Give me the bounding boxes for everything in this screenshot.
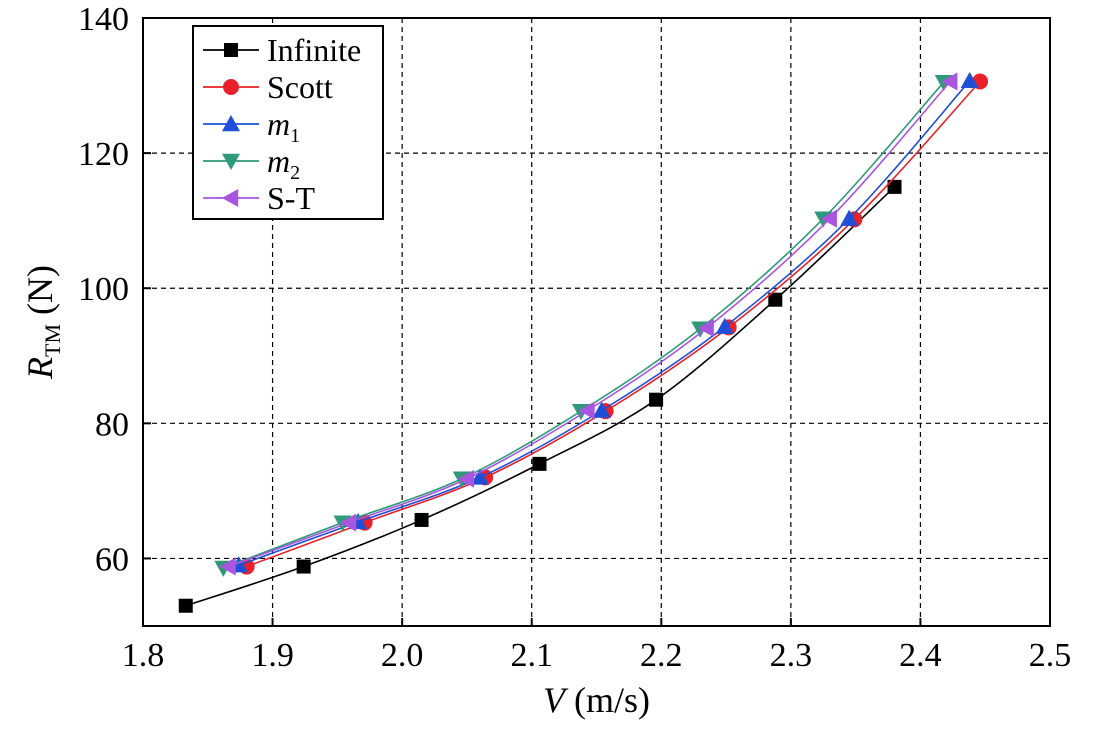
data-point-s-t (697, 319, 714, 338)
x-tick-label: 2.1 (510, 637, 553, 674)
data-point-m1 (470, 468, 489, 485)
x-axis-title: V (m/s) (543, 680, 650, 720)
legend-item-m1: m1 (203, 106, 300, 147)
legend-label-infinite: Infinite (267, 32, 361, 68)
data-point-infinite (768, 292, 783, 307)
x-tick-label: 1.8 (122, 637, 165, 674)
legend-marker-infinite (224, 43, 238, 57)
data-point-infinite (887, 179, 902, 194)
x-tick-label: 2.4 (899, 637, 942, 674)
data-point-s-t (820, 209, 837, 228)
legend-label-main: m (267, 106, 290, 142)
y-tick-label: 140 (78, 1, 129, 38)
data-point-m1 (840, 209, 859, 226)
data-point-infinite (532, 456, 547, 471)
legend-marker-m1 (222, 115, 240, 132)
legend-label-subscript: 1 (290, 125, 300, 147)
legend-label-s-t: S-T (267, 180, 315, 216)
data-point-infinite (296, 559, 311, 574)
legend-item-scott: Scott (203, 69, 333, 105)
data-point-m1 (592, 401, 611, 418)
legend-label-m1: m1 (267, 106, 300, 147)
legend-box (192, 25, 384, 220)
y-axis-title-symbol: R (20, 357, 60, 380)
legend-marker-scott (223, 79, 239, 95)
legend-label-main: m (267, 143, 290, 179)
data-point-m1 (960, 71, 979, 89)
legend-marker-s-t (222, 189, 239, 207)
legend-label-main: Scott (267, 69, 333, 105)
data-point-s-t (578, 401, 595, 420)
legend-label-scott: Scott (267, 69, 333, 105)
series-layer (178, 71, 989, 613)
x-tick-labels: 1.8 1.9 2.0 2.1 2.2 2.3 2.4 2.5 (122, 637, 1072, 674)
data-point-s-t (219, 557, 236, 576)
x-tick-label: 2.5 (1029, 637, 1072, 674)
data-point-infinite (414, 512, 429, 527)
y-tick-label: 80 (95, 406, 129, 443)
legend-item-m2: m2 (203, 143, 300, 184)
data-point-s-t (340, 513, 357, 532)
x-axis-title-unit: (m/s) (565, 680, 650, 720)
data-point-m1 (715, 317, 734, 334)
series-infinite (178, 179, 902, 613)
tick-layer (142, 17, 1051, 626)
legend-label-main: Infinite (267, 32, 361, 68)
data-point-infinite (649, 392, 664, 407)
x-tick-label: 2.2 (640, 637, 683, 674)
data-point-s-t (941, 72, 958, 91)
y-tick-labels: 60 80 100 120 140 (78, 1, 129, 578)
legend-item-infinite: Infinite (203, 32, 361, 68)
y-tick-label: 120 (78, 136, 129, 173)
x-tick-label: 2.3 (770, 637, 813, 674)
legend-marker-m2 (222, 153, 240, 170)
plot-frame (142, 17, 1051, 627)
y-axis-title: RTM (N) (20, 265, 65, 380)
data-point-s-t (457, 469, 475, 488)
y-tick-label: 60 (95, 541, 129, 578)
data-point-infinite (178, 598, 193, 613)
y-axis-title-unit: (N) (20, 265, 60, 324)
grid-layer (143, 18, 1050, 626)
y-tick-label: 100 (78, 271, 129, 308)
x-tick-label: 1.9 (251, 637, 294, 674)
series-s-t (219, 72, 958, 576)
legend-label-subscript: 2 (290, 162, 300, 184)
y-axis-title-subscript: TM (40, 324, 65, 357)
x-axis-title-symbol: V (543, 680, 569, 720)
legend-item-s-t: S-T (203, 180, 315, 216)
legend-label-main: S-T (267, 180, 315, 216)
x-tick-label: 2.0 (381, 637, 424, 674)
legend-label-m2: m2 (267, 143, 300, 184)
